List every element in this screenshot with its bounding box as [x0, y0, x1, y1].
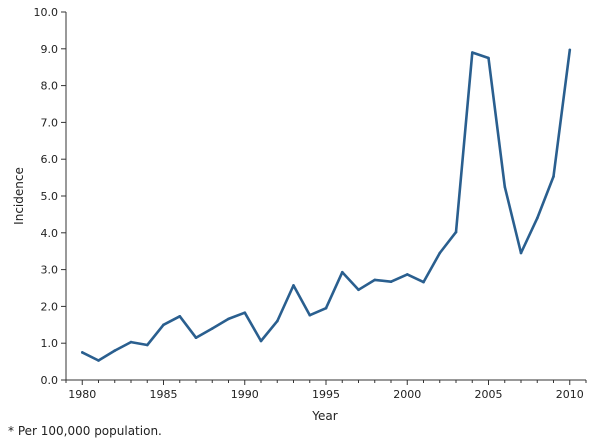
y-tick-label: 6.0 [41, 153, 59, 166]
data-point [162, 323, 165, 327]
data-point [389, 280, 393, 284]
data-point [471, 51, 474, 54]
data-point [259, 339, 263, 343]
data-point [146, 343, 149, 347]
data-point [324, 306, 328, 310]
data-point [357, 288, 360, 292]
y-tick-label: 5.0 [41, 190, 59, 203]
data-point [373, 278, 377, 282]
footnote: * Per 100,000 population. [8, 424, 162, 438]
data-point [568, 48, 572, 52]
data-point [487, 56, 490, 60]
data-point [194, 336, 198, 340]
y-tick-label: 4.0 [41, 227, 59, 240]
x-tick-label: 1985 [150, 388, 178, 401]
data-point [113, 349, 117, 352]
data-point [422, 280, 425, 284]
y-tick-label: 7.0 [41, 116, 59, 129]
data-point [276, 319, 279, 323]
data-point [97, 359, 100, 362]
x-tick-label: 2000 [393, 388, 421, 401]
data-point [406, 273, 409, 276]
data-point [211, 327, 214, 330]
x-tick-label: 2010 [556, 388, 584, 401]
x-axis: 1980 1985 1990 1995 2000 2005 2010 [65, 379, 587, 401]
data-point [503, 185, 507, 189]
incidence-line-chart: 0.01.02.03.04.05.06.07.08.09.010.0 1980 1… [12, 6, 587, 420]
y-tick-label: 3.0 [41, 264, 59, 277]
data-point [129, 340, 133, 344]
data-point [292, 284, 295, 287]
data-point [519, 251, 523, 255]
y-axis: 0.0 1.0 2.0 3.0 4.0 5.0 6.0 7.0 8.0 9.0 10.0 [34, 6, 67, 387]
data-point [308, 313, 312, 317]
y-tick-label: 0.0 [41, 374, 59, 387]
data-point [454, 230, 458, 234]
y-tick-label: 2.0 [41, 300, 59, 313]
data-point [81, 351, 84, 354]
y-tick-label: 8.0 [41, 80, 59, 93]
y-tick-label: 10.0 [34, 6, 59, 19]
data-point [227, 317, 230, 321]
x-tick-label: 1995 [312, 388, 340, 401]
y-tick-label: 9.0 [41, 43, 59, 56]
y-tick-label: 1.0 [41, 337, 59, 350]
x-axis-title: Year [311, 409, 337, 420]
y-axis-title: Incidence [12, 167, 26, 225]
x-tick-label: 1980 [68, 388, 96, 401]
data-point [178, 315, 182, 318]
data-point [243, 311, 247, 315]
x-tick-label: 1990 [231, 388, 259, 401]
series-line [81, 48, 572, 362]
data-point [552, 175, 555, 178]
data-point [536, 216, 539, 220]
data-point [438, 251, 442, 255]
data-point [341, 270, 344, 274]
x-tick-label: 2005 [475, 388, 503, 401]
series-layer [81, 48, 572, 362]
